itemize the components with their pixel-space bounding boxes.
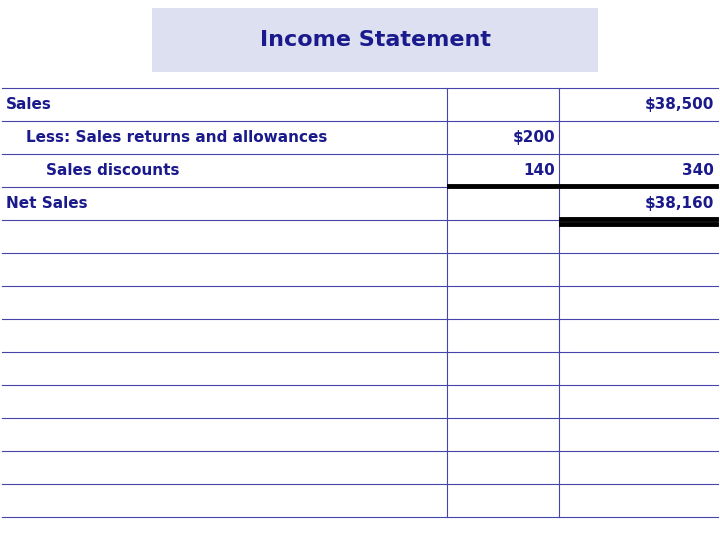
Text: Net Sales: Net Sales xyxy=(6,196,88,211)
Text: Sales: Sales xyxy=(6,97,52,112)
FancyBboxPatch shape xyxy=(152,8,598,72)
Text: Sales discounts: Sales discounts xyxy=(46,163,179,178)
Text: 140: 140 xyxy=(523,163,555,178)
Text: 340: 340 xyxy=(682,163,714,178)
Text: $38,160: $38,160 xyxy=(644,196,714,211)
Text: $200: $200 xyxy=(513,130,555,145)
Text: $38,500: $38,500 xyxy=(644,97,714,112)
Text: Income Statement: Income Statement xyxy=(259,30,490,50)
Text: Less: Sales returns and allowances: Less: Sales returns and allowances xyxy=(26,130,328,145)
